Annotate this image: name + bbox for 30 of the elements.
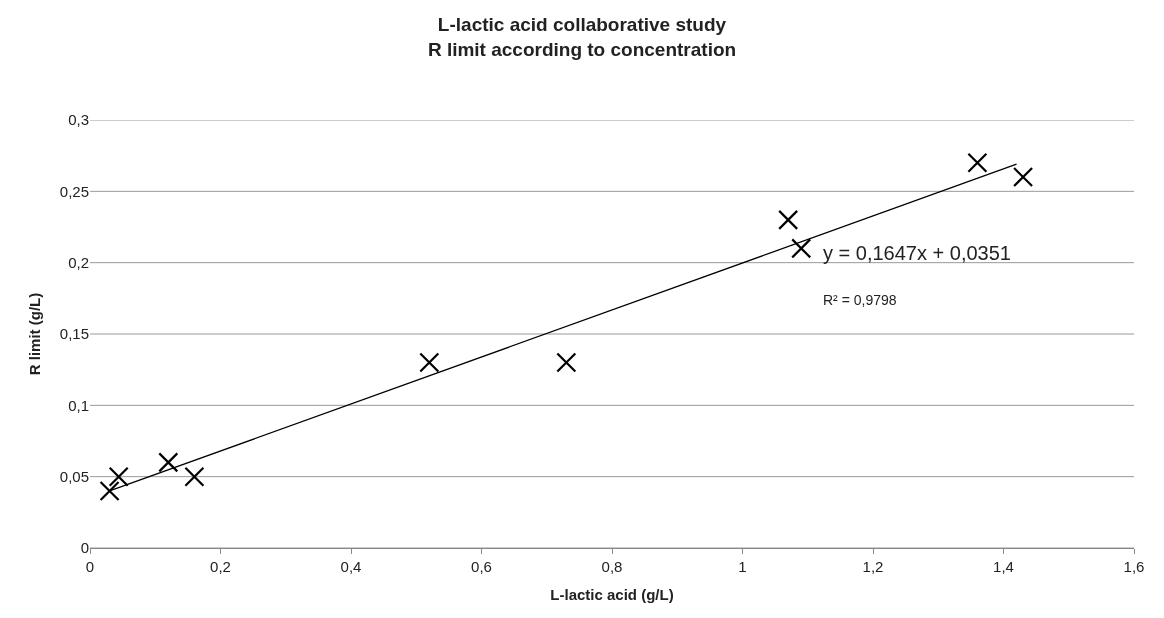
point — [791, 238, 812, 259]
annotation: y = 0,1647x + 0,0351 — [823, 242, 1011, 264]
x-tick-label: 1,6 — [1123, 558, 1145, 575]
x-tick-label: 1,4 — [993, 558, 1014, 575]
point — [99, 480, 120, 502]
point — [556, 352, 577, 373]
point — [419, 352, 440, 373]
point — [1012, 166, 1034, 188]
x-tick-label: 0,6 — [471, 558, 492, 575]
x-axis-title: L-lactic acid (g/L) — [550, 586, 674, 603]
x-tick-label: 0,4 — [340, 558, 362, 575]
x-tick-label: 1,2 — [862, 558, 884, 575]
x-tick-label: 0,8 — [601, 558, 623, 575]
y-tick-label: 0,3 — [68, 111, 89, 129]
y-tick-label: 0 — [80, 539, 89, 557]
chart-title: L-lactic acid collaborative study R limit according to concentration — [427, 13, 737, 60]
y-axis-title: R limit (g/L) — [26, 292, 44, 376]
y-tick-label: 0,25 — [59, 182, 89, 200]
y-tick-label: 0,1 — [68, 396, 89, 414]
annotation: R² = 0,9798 — [823, 292, 897, 308]
point — [158, 452, 179, 473]
point — [967, 152, 988, 173]
point — [778, 209, 799, 230]
y-tick-label: 0,2 — [68, 253, 89, 271]
y-tick-label: 0,05 — [59, 467, 89, 485]
point — [184, 466, 205, 487]
y-tick-label: 0,15 — [59, 325, 89, 343]
x-tick-label: 1 — [738, 558, 747, 575]
point — [108, 466, 129, 487]
x-tick-label: 0,2 — [210, 558, 231, 575]
